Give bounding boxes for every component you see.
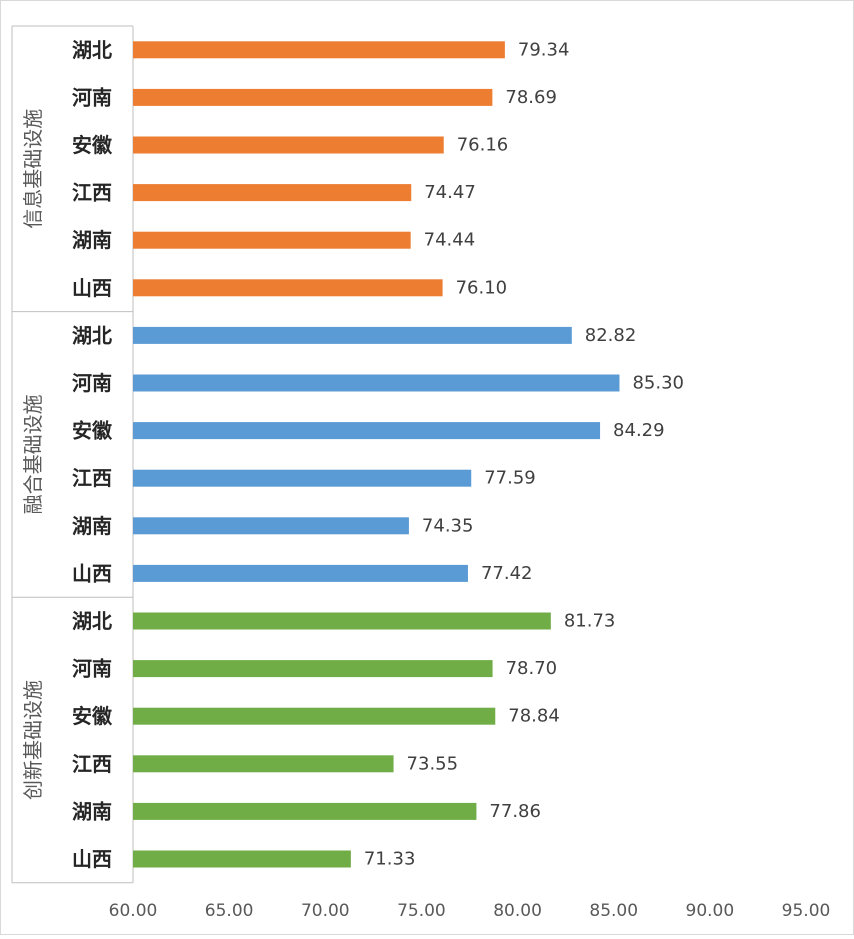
bar [133,850,351,868]
bar [133,802,477,820]
data-label: 74.35 [422,515,474,536]
data-label: 78.69 [505,87,557,108]
category-label: 山西 [72,847,112,871]
data-label: 78.84 [508,706,560,727]
category-label: 河南 [72,85,112,109]
bar [133,279,443,297]
data-label: 79.34 [518,39,570,60]
group-label: 融合基础设施 [21,394,45,514]
category-label: 湖北 [72,323,112,347]
data-label: 84.29 [613,420,665,441]
x-tick-label: 70.00 [301,901,350,921]
x-tick-label: 80.00 [493,901,542,921]
category-label: 江西 [72,466,112,490]
bar [133,88,493,106]
data-label: 77.42 [481,563,533,584]
category-label: 湖北 [72,38,112,62]
category-label: 湖南 [72,228,112,252]
x-tick-label: 85.00 [589,901,638,921]
category-label: 河南 [72,657,112,681]
x-tick-label: 65.00 [205,901,254,921]
bar [133,422,601,440]
category-label: 山西 [72,276,112,300]
bar [133,517,409,535]
bar [133,469,472,487]
data-label: 76.16 [457,135,509,156]
bar [133,374,620,392]
category-label: 湖北 [72,609,112,633]
bar [133,612,551,630]
group-label: 信息基础设施 [21,109,45,229]
bar [133,707,496,725]
group-label: 创新基础设施 [21,680,45,800]
x-tick-label: 60.00 [109,901,158,921]
category-label: 江西 [72,752,112,776]
category-label: 山西 [72,561,112,585]
category-label: 安徽 [72,133,113,157]
data-label: 81.73 [564,611,616,632]
data-label: 77.59 [484,468,536,489]
x-tick-label: 75.00 [397,901,446,921]
bar [133,231,411,249]
bar [133,184,412,202]
data-label: 85.30 [632,373,684,394]
category-label: 江西 [72,181,112,205]
data-label: 73.55 [407,753,459,774]
data-label: 71.33 [364,849,416,870]
x-tick-label: 90.00 [686,901,735,921]
data-label: 82.82 [585,325,637,346]
category-label: 安徽 [72,704,113,728]
category-label: 安徽 [72,419,113,443]
x-tick-label: 95.00 [782,901,831,921]
category-label: 河南 [72,371,112,395]
data-label: 74.47 [424,182,476,203]
bar [133,326,572,344]
bar [133,755,394,773]
data-label: 77.86 [489,801,541,822]
data-label: 78.70 [506,658,558,679]
bar [133,660,493,678]
bar [133,41,505,59]
category-label: 湖南 [72,514,112,538]
bar [133,564,468,582]
data-label: 74.44 [424,230,476,251]
category-label: 湖南 [72,799,112,823]
data-label: 76.10 [456,277,508,298]
bar [133,136,444,154]
